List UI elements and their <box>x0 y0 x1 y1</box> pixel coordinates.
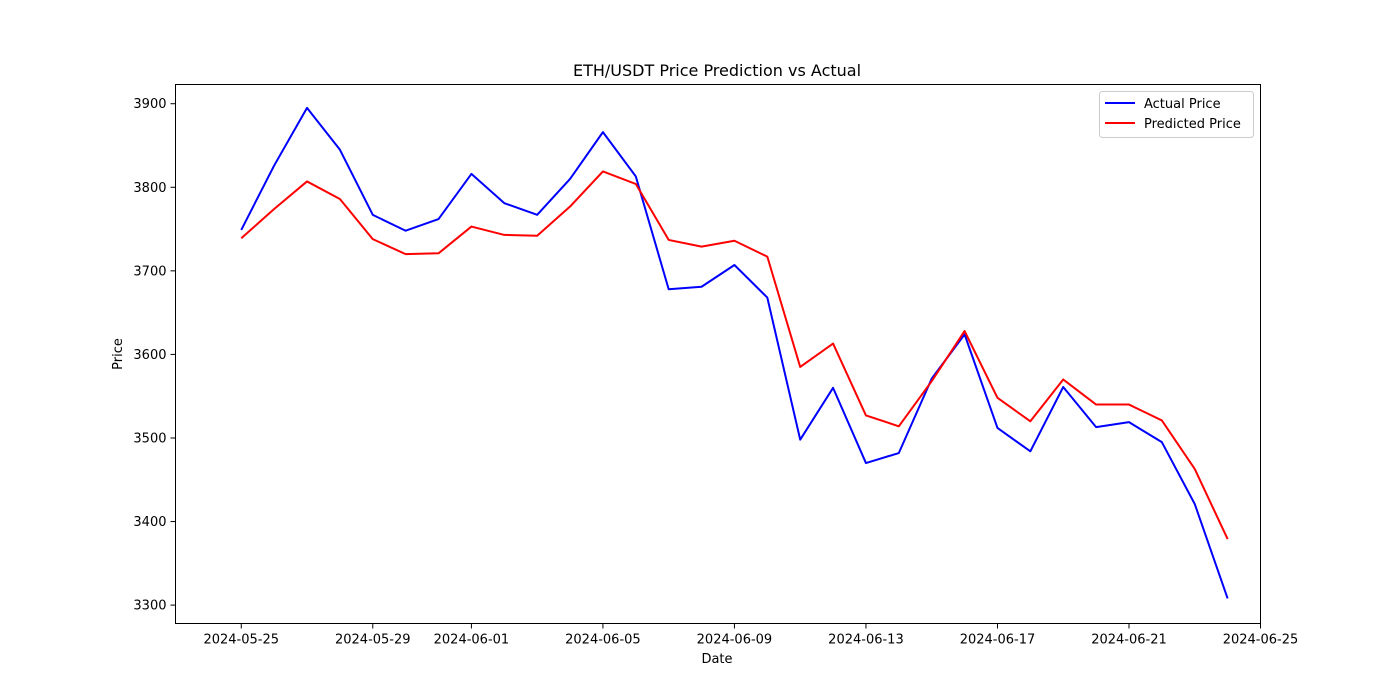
x-tick-label: 2024-05-25 <box>203 633 279 648</box>
x-axis-label: Date <box>701 652 732 667</box>
y-tick-label: 3300 <box>133 599 166 614</box>
legend-label-predicted: Predicted Price <box>1144 117 1241 132</box>
x-tick-label: 2024-06-25 <box>1223 633 1299 648</box>
legend: Actual Price Predicted Price <box>1099 91 1254 138</box>
x-tick-label: 2024-06-05 <box>565 633 641 648</box>
legend-box <box>1099 91 1254 138</box>
legend-label-actual: Actual Price <box>1144 97 1221 112</box>
x-tick-label: 2024-05-29 <box>335 633 411 648</box>
x-axis-ticks: 2024-05-25 2024-05-29 2024-06-01 2024-06-05… <box>203 623 1299 648</box>
y-axis-ticks: 3300 3400 3500 3600 3700 3800 3900 <box>133 97 176 614</box>
chart-title: ETH/USDT Price Prediction vs Actual <box>573 61 861 80</box>
x-tick-label: 2024-06-09 <box>697 633 773 648</box>
x-tick-label: 2024-06-17 <box>960 633 1036 648</box>
x-tick-label: 2024-06-21 <box>1091 633 1167 648</box>
y-tick-label: 3800 <box>133 181 166 196</box>
y-tick-label: 3500 <box>133 431 166 446</box>
y-tick-label: 3900 <box>133 97 166 112</box>
x-tick-label: 2024-06-01 <box>434 633 510 648</box>
y-tick-label: 3400 <box>133 515 166 530</box>
y-tick-label: 3700 <box>133 264 166 279</box>
y-tick-label: 3600 <box>133 348 166 363</box>
series-line-actual <box>240 106 1229 599</box>
y-axis-label: Price <box>111 338 126 370</box>
series-line-predicted <box>240 170 1229 540</box>
x-tick-label: 2024-06-13 <box>828 633 904 648</box>
series-lines <box>240 106 1229 599</box>
